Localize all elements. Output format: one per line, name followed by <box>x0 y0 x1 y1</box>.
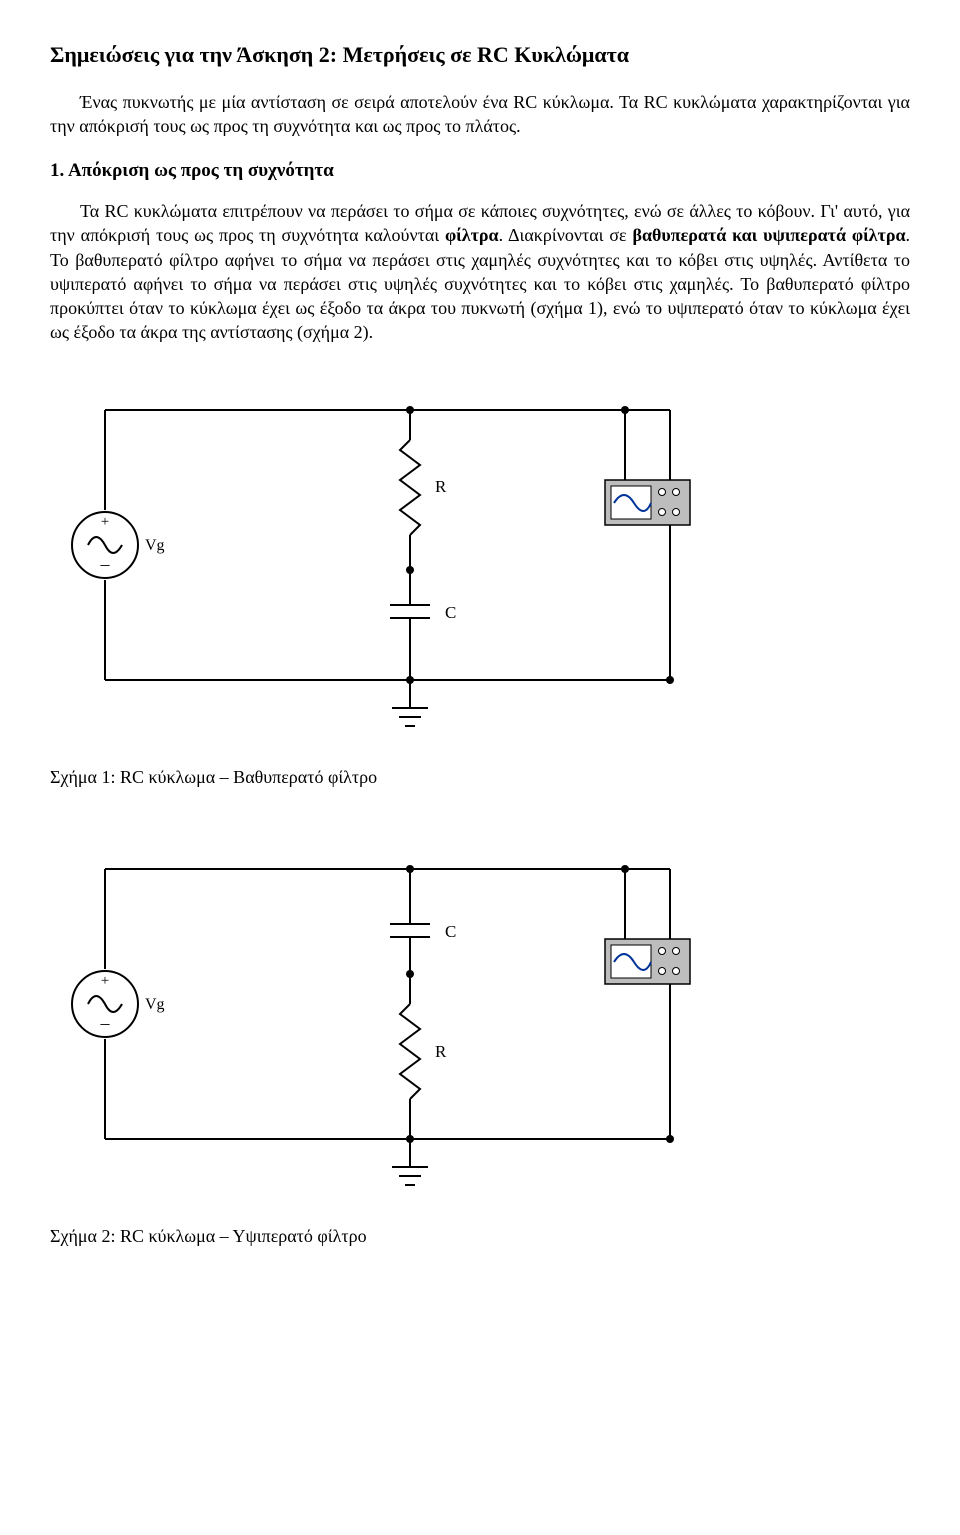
figure-1: + – Vg R C <box>50 370 910 750</box>
resistor-label: R <box>435 1042 447 1061</box>
section-1-paragraph: Τα RC κυκλώματα επιτρέπουν να περάσει το… <box>50 199 910 345</box>
passband-term: βαθυπερατά και υψιπερατά φίλτρα <box>632 225 905 245</box>
oscilloscope-icon <box>605 939 690 984</box>
circuit-highpass: + – Vg C R <box>50 829 770 1209</box>
oscilloscope-icon <box>605 480 690 525</box>
source-label: Vg <box>145 996 165 1013</box>
source-minus: – <box>100 554 111 574</box>
figure-1-caption: Σχήμα 1: RC κύκλωμα – Βαθυπερατό φίλτρο <box>50 765 910 789</box>
figure-2: + – Vg C R <box>50 829 910 1209</box>
figure-2-caption: Σχήμα 2: RC κύκλωμα – Υψιπερατό φίλτρο <box>50 1224 910 1248</box>
source-plus: + <box>101 973 109 989</box>
intro-paragraph: Ένας πυκνωτής με μία αντίσταση σε σειρά … <box>50 90 910 139</box>
resistor-label: R <box>435 477 447 496</box>
source-plus: + <box>101 514 109 530</box>
page-title: Σημειώσεις για την Άσκηση 2: Μετρήσεις σ… <box>50 40 910 70</box>
source-label: Vg <box>145 537 165 554</box>
source-minus: – <box>100 1013 111 1033</box>
para-frag-b: . Διακρίνονται σε <box>499 225 633 245</box>
capacitor-label: C <box>445 603 456 622</box>
circuit-lowpass: + – Vg R C <box>50 370 770 750</box>
capacitor-label: C <box>445 922 456 941</box>
filter-term: φίλτρα <box>445 225 499 245</box>
section-1-heading: 1. Απόκριση ως προς τη συχνότητα <box>50 158 910 184</box>
